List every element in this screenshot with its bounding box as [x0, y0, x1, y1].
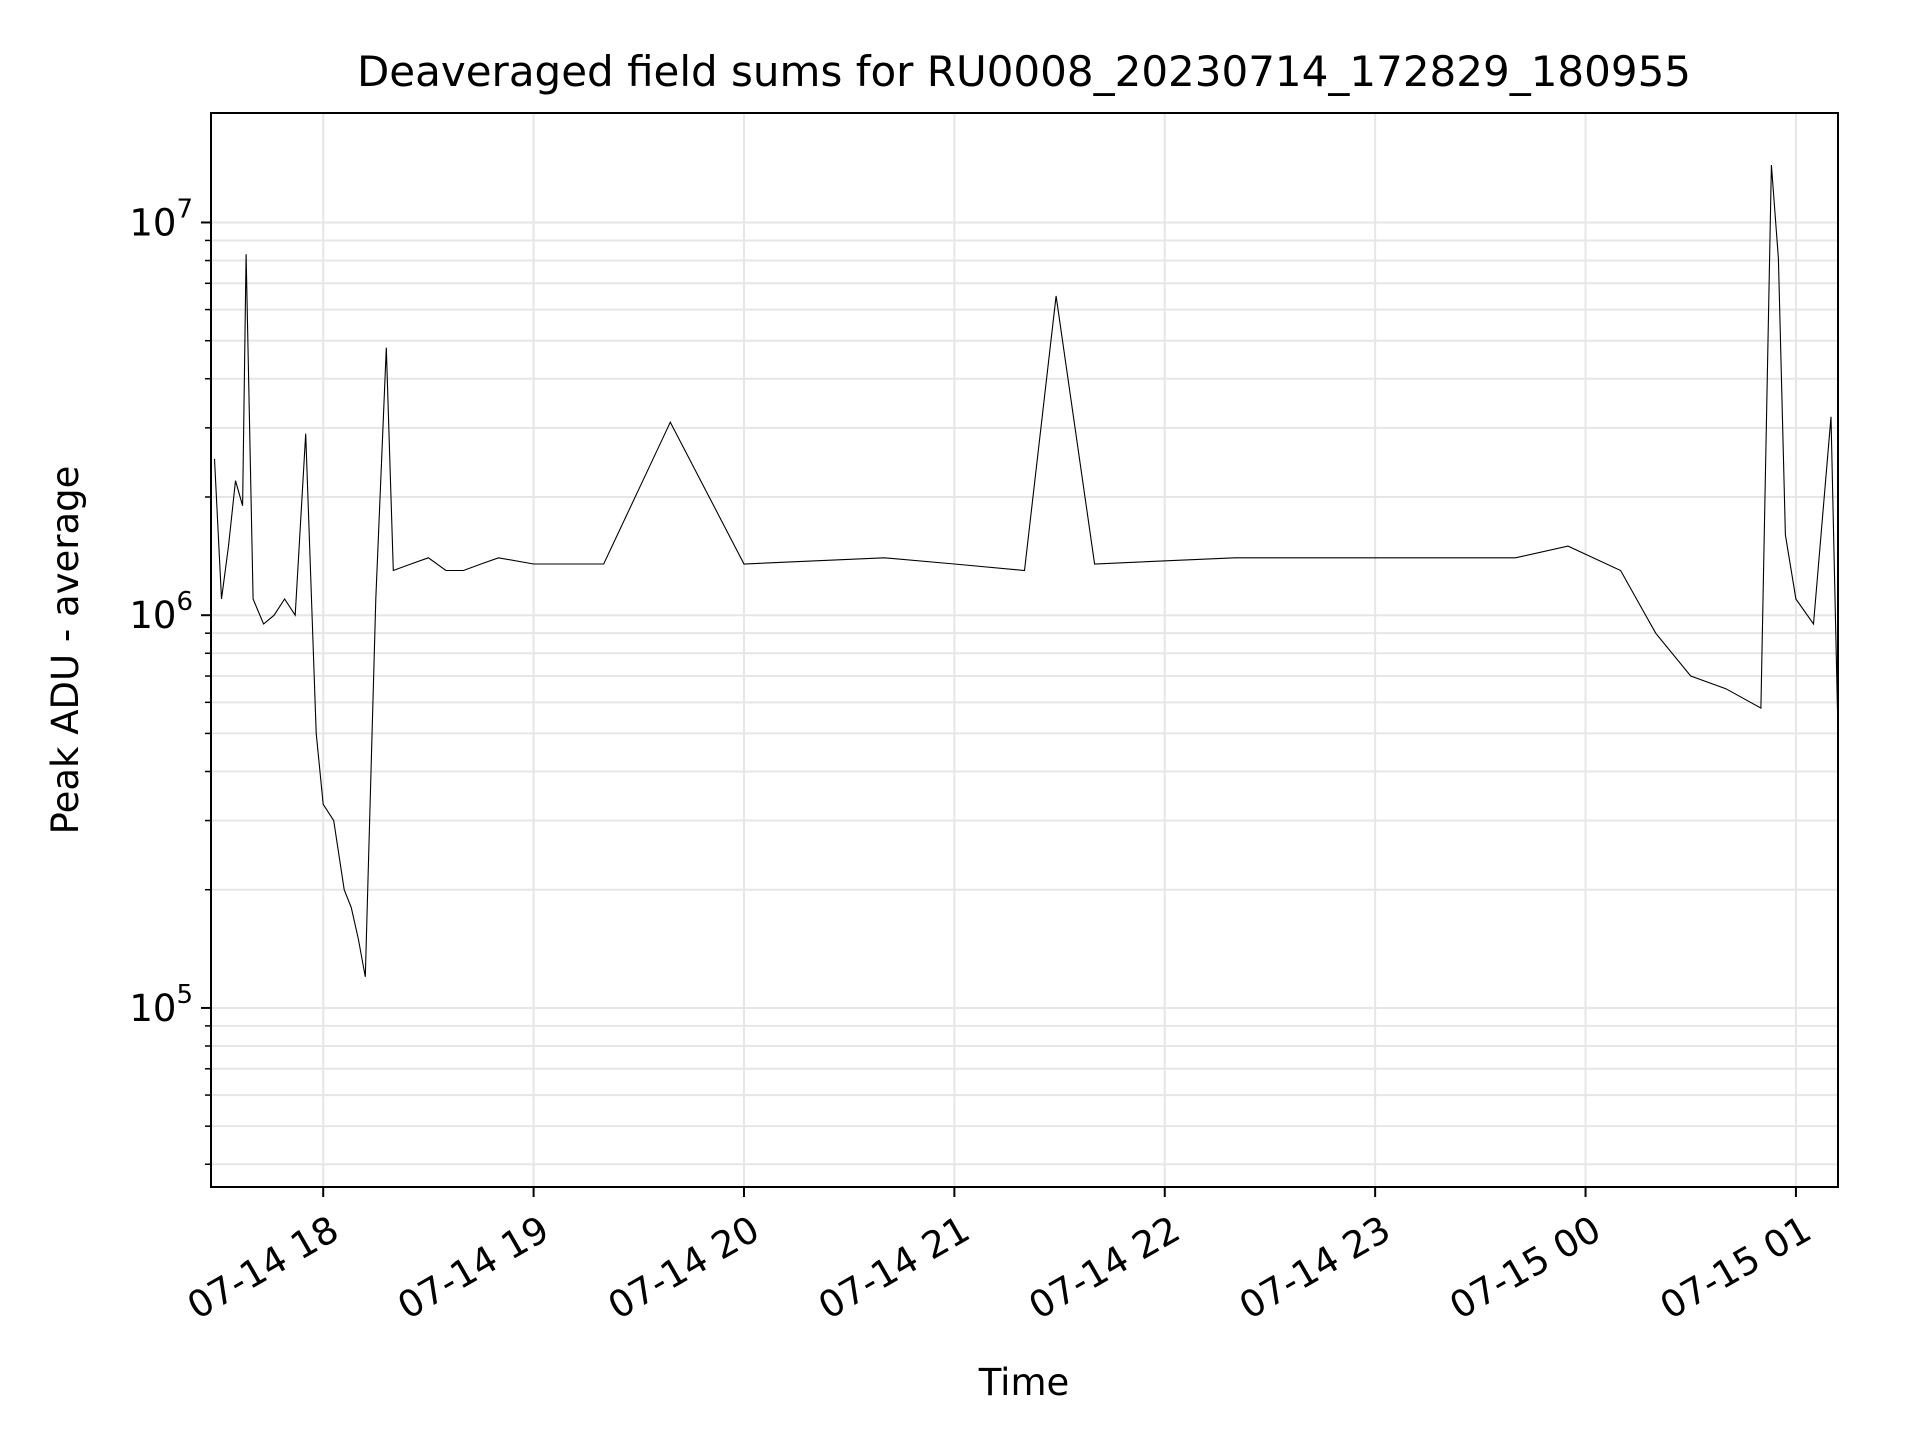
x-tick-label: 07-15 01 [1653, 1208, 1819, 1328]
series [213, 165, 1839, 977]
plot-frame [210, 112, 1839, 1188]
x-tick-label: 07-14 18 [180, 1208, 346, 1328]
x-axis: 07-14 18 07-14 19 07-14 20 07-14 21 07-14 22… [180, 1187, 1818, 1328]
x-tick-label: 07-14 21 [811, 1208, 977, 1328]
chart-title: Deaveraged field sums for RU0008_2023071… [357, 47, 1691, 96]
series-line [213, 165, 1839, 977]
x-tick-label: 07-14 22 [1022, 1208, 1188, 1328]
y-tick-label: 106 [129, 587, 193, 637]
y-tick-label: 105 [129, 980, 193, 1030]
y-tick-label: 107 [129, 194, 193, 244]
x-tick-label: 07-14 23 [1232, 1208, 1398, 1328]
x-axis-label: Time [978, 1361, 1070, 1404]
y-axis-label: Peak ADU - average [44, 466, 87, 835]
x-tick-label: 07-15 00 [1442, 1208, 1608, 1328]
x-tick-label: 07-14 20 [601, 1208, 767, 1328]
x-tick-label: 07-14 19 [391, 1208, 557, 1328]
grid [211, 113, 1838, 1187]
y-axis: 105 106 107 [129, 194, 211, 1165]
